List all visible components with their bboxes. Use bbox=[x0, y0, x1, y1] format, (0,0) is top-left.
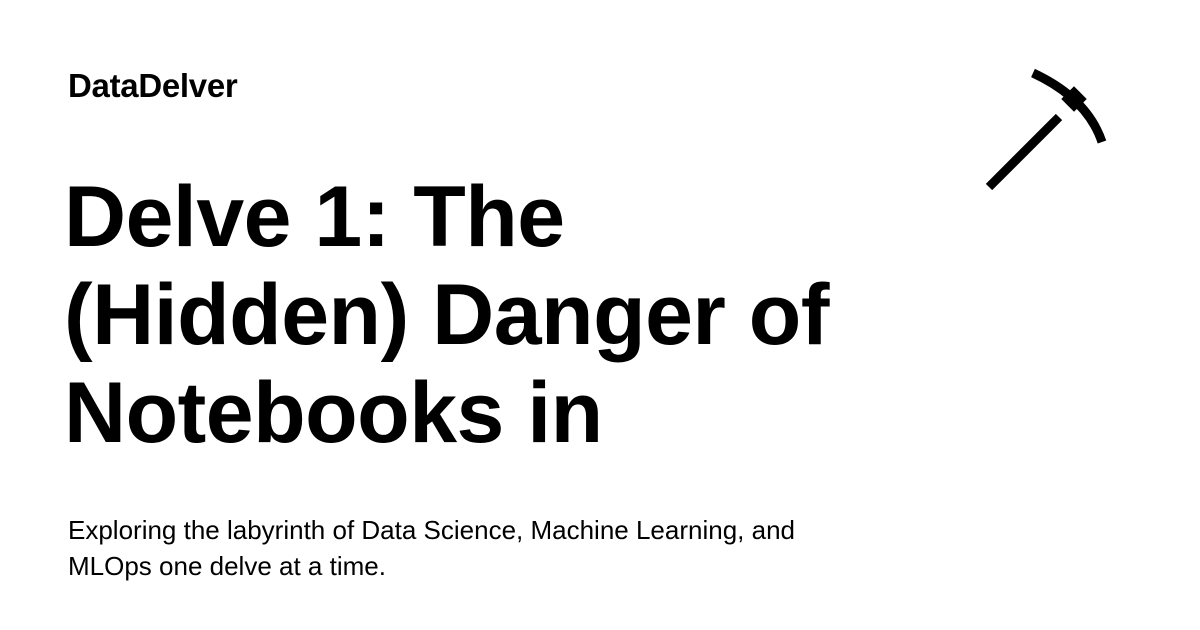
post-tagline: Exploring the labyrinth of Data Science,… bbox=[68, 515, 795, 581]
site-name: DataDelver bbox=[68, 67, 238, 104]
post-title: Delve 1: The (Hidden) Danger of Notebook… bbox=[64, 169, 829, 461]
pickaxe-icon bbox=[985, 68, 1107, 191]
